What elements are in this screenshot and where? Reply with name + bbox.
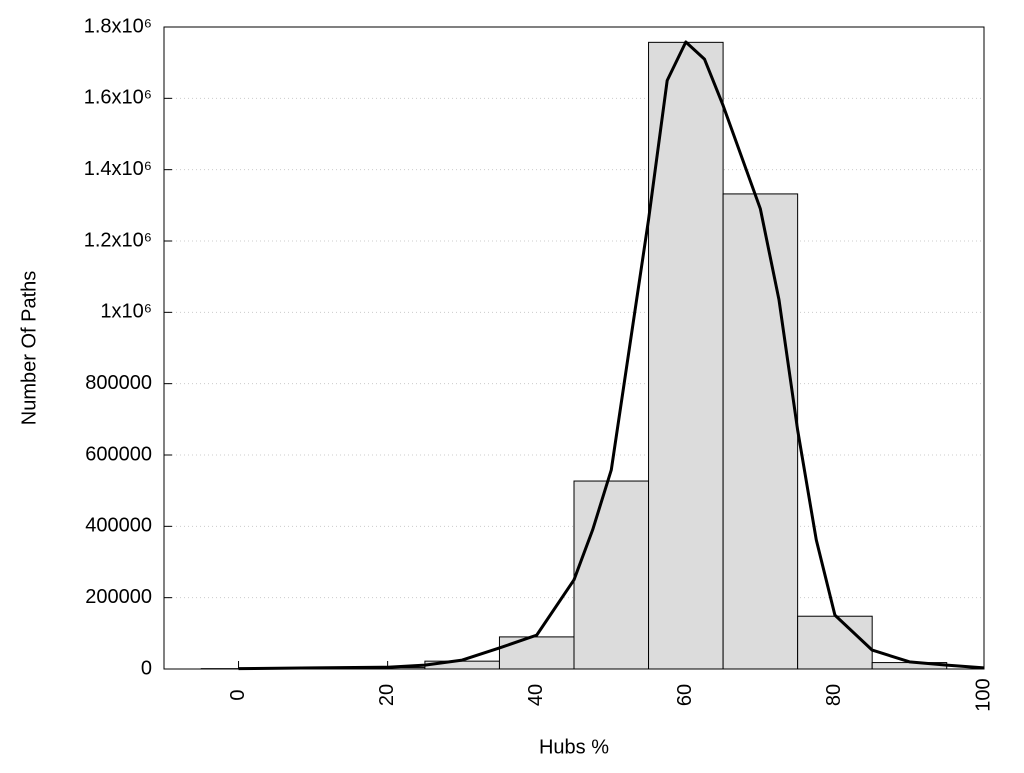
y-tick-label: 1x10⁶: [100, 301, 152, 323]
y-axis-label: Number Of Paths: [18, 271, 40, 426]
y-tick-label: 400000: [85, 515, 152, 537]
y-tick-label: 1.4x10⁶: [84, 158, 152, 180]
y-tick-label: 1.6x10⁶: [84, 87, 152, 109]
y-tick-label: 600000: [85, 443, 152, 465]
x-axis-label: Hubs %: [539, 736, 609, 758]
x-tick-label: 80: [823, 684, 845, 706]
x-tick-label: 60: [674, 684, 696, 706]
y-tick-label: 200000: [85, 586, 152, 608]
x-tick-label: 100: [972, 678, 994, 711]
x-tick-label: 20: [376, 684, 398, 706]
x-tick-label: 0: [227, 689, 249, 700]
bar: [574, 481, 649, 669]
x-tick-label: 40: [525, 684, 547, 706]
bar: [499, 637, 574, 669]
y-tick-label: 0: [141, 657, 152, 679]
y-tick-label: 1.8x10⁶: [84, 15, 152, 37]
y-tick-label: 800000: [85, 372, 152, 394]
y-tick-label: 1.2x10⁶: [84, 229, 152, 251]
bar: [798, 616, 873, 669]
bar: [723, 194, 798, 669]
